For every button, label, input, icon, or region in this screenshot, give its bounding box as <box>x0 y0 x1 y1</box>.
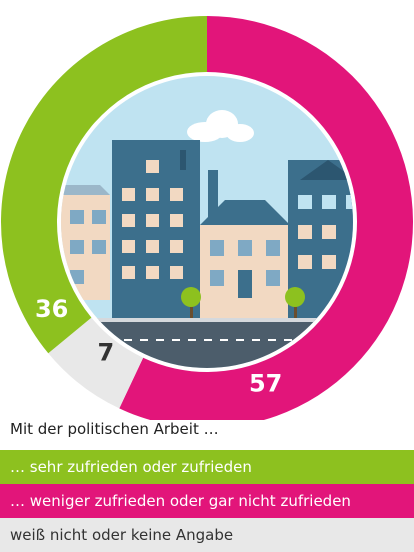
tree-icon <box>181 287 305 318</box>
donut-chart: 36 57 7 <box>0 16 413 420</box>
chart-subtitle: Mit der politischen Arbeit … <box>10 420 219 438</box>
legend-label: … weniger zufrieden oder gar nicht zufri… <box>10 492 351 510</box>
legend-item-no-answer: weiß nicht oder keine Angabe <box>0 518 414 552</box>
building-left <box>61 185 110 300</box>
legend-item-satisfied: … sehr zufrieden oder zufrieden <box>0 450 414 484</box>
legend-label: … sehr zufrieden oder zufrieden <box>10 458 252 476</box>
slice-value-label: 36 <box>35 295 68 323</box>
legend-label: weiß nicht oder keine Angabe <box>10 526 234 544</box>
slice-labels: 36 57 7 <box>35 295 282 398</box>
donut-slice <box>48 317 144 409</box>
cloud-icon <box>187 110 254 142</box>
building-middle <box>200 170 290 320</box>
slice-value-label: 57 <box>249 370 282 398</box>
legend-item-dissatisfied: … weniger zufrieden oder gar nicht zufri… <box>0 484 414 518</box>
donut-slice <box>0 16 208 354</box>
slice-value-label: 7 <box>98 338 115 366</box>
donut-slices <box>0 16 413 420</box>
donut-slice <box>119 16 413 420</box>
